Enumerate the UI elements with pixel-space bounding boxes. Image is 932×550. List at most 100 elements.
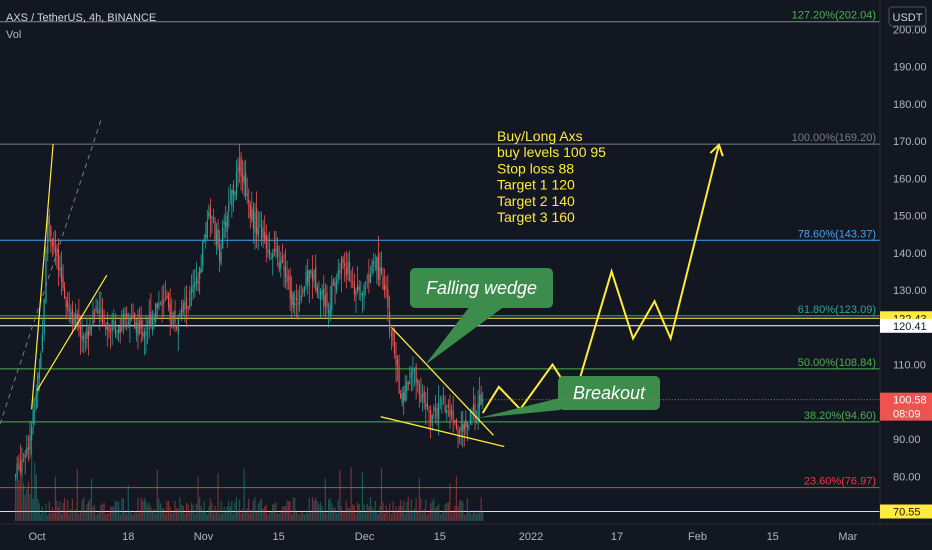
candle-body xyxy=(298,301,301,304)
candle-body xyxy=(238,161,241,173)
candle-body xyxy=(311,272,314,282)
fib-label: 23.60%(76.97) xyxy=(804,476,876,488)
candle-body xyxy=(319,291,322,301)
candle-body xyxy=(209,207,211,220)
volume-bar xyxy=(457,506,459,521)
volume-bar xyxy=(329,498,331,521)
volume-bar xyxy=(228,500,230,521)
volume-bar xyxy=(475,513,478,521)
candle-body xyxy=(203,239,205,242)
candle-body xyxy=(276,245,279,258)
candle-body xyxy=(446,410,448,413)
candle-body xyxy=(50,226,52,237)
candle-body xyxy=(438,402,440,420)
volume-bar xyxy=(148,502,150,521)
candle-body xyxy=(121,324,123,331)
candle-body xyxy=(316,286,318,295)
y-tick-label: 150.00 xyxy=(893,211,927,223)
candle-body xyxy=(243,176,245,184)
volume-bar xyxy=(326,512,328,521)
volume-bar xyxy=(203,501,205,521)
trading-plan-line: buy levels 100 95 xyxy=(497,144,606,160)
volume-bar xyxy=(209,498,211,521)
volume-bar xyxy=(471,514,473,521)
candle-body xyxy=(200,268,202,273)
volume-bar xyxy=(180,504,183,521)
candle-body xyxy=(273,248,275,252)
candle-body xyxy=(134,312,136,329)
candle-body xyxy=(19,462,21,472)
candle-body xyxy=(113,320,115,323)
candle-body xyxy=(376,257,378,271)
volume-bar xyxy=(465,514,467,521)
candle-body xyxy=(479,394,481,408)
fib-label: 78.60%(143.37) xyxy=(798,228,876,240)
candle-body xyxy=(92,310,94,326)
volume-bar xyxy=(83,497,85,521)
volume-bar xyxy=(116,501,118,521)
volume-bar xyxy=(76,469,78,521)
bar-countdown: 08:09 xyxy=(893,409,921,421)
volume-label[interactable]: Vol xyxy=(6,29,22,41)
candle-body xyxy=(313,269,315,279)
volume-bar xyxy=(22,483,25,521)
candle-body xyxy=(356,284,359,291)
volume-bar xyxy=(413,508,416,521)
volume-bar xyxy=(212,513,215,521)
volume-bar xyxy=(376,510,378,521)
candle-body xyxy=(415,366,417,383)
candle-body xyxy=(295,297,297,301)
candle-body xyxy=(87,331,89,339)
symbol-title[interactable]: AXS / TetherUS, 4h, BINANCE xyxy=(6,12,157,24)
x-tick-label: Oct xyxy=(28,531,45,543)
candle-body xyxy=(267,249,269,253)
candle-body xyxy=(326,292,328,308)
candle-body xyxy=(176,326,178,328)
candle-body xyxy=(278,262,280,271)
volume-bar xyxy=(40,513,42,521)
volume-bar xyxy=(383,512,386,521)
candle-body xyxy=(265,235,267,250)
volume-bar xyxy=(385,505,387,521)
volume-bar xyxy=(406,502,408,521)
candle-body xyxy=(262,227,264,238)
candle-body xyxy=(79,326,82,337)
volume-bar xyxy=(392,501,394,521)
volume-bar xyxy=(270,511,272,521)
candle-body xyxy=(185,296,188,310)
candle-body xyxy=(84,341,86,343)
candle-body xyxy=(64,287,66,299)
volume-bar xyxy=(472,509,475,521)
candle-body xyxy=(345,267,347,276)
y-tick-label: 200.00 xyxy=(893,24,927,36)
volume-bar xyxy=(194,513,196,521)
candle-body xyxy=(124,313,126,315)
candle-body xyxy=(90,326,93,330)
candle-body xyxy=(270,258,272,260)
candle-body xyxy=(249,203,251,218)
candle-body xyxy=(457,430,459,434)
candle-body xyxy=(449,409,451,416)
candle-body xyxy=(35,392,37,409)
volume-bar xyxy=(307,512,309,521)
volume-bar xyxy=(433,498,435,521)
candle-body xyxy=(410,372,412,378)
candle-body xyxy=(241,173,244,181)
candle-body xyxy=(463,423,465,430)
volume-bar xyxy=(95,514,97,521)
candle-body xyxy=(148,314,150,325)
trading-plan-line: Buy/Long Axs xyxy=(497,128,583,144)
volume-bar xyxy=(137,497,139,521)
volume-bar xyxy=(298,514,301,521)
volume-bar xyxy=(462,501,464,521)
volume-bar xyxy=(428,512,430,521)
candle-body xyxy=(329,304,331,316)
candle-body xyxy=(172,314,174,318)
volume-bar xyxy=(54,476,57,521)
candle-body xyxy=(234,191,236,195)
volume-bar xyxy=(468,511,470,521)
candle-body xyxy=(303,286,306,294)
volume-bar xyxy=(403,500,405,521)
